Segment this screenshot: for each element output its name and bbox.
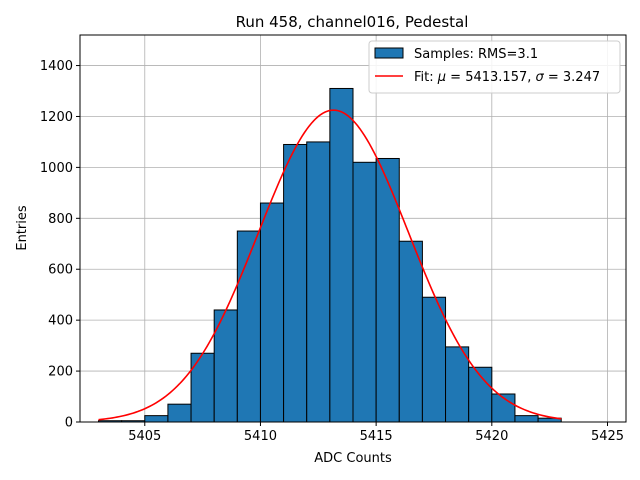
y-tick-label: 1000 <box>40 161 73 176</box>
histogram-bar <box>375 157 400 423</box>
histogram-bar <box>398 240 423 423</box>
histogram-bar <box>167 403 192 423</box>
plot-frame <box>79 34 627 423</box>
legend-fit-mu: = 5413.157, <box>446 70 535 85</box>
x-tick-label: 5405 <box>128 429 161 444</box>
histogram-bar <box>236 230 261 423</box>
y-axis-label: Entries <box>15 205 30 251</box>
histogram-bar <box>445 346 470 423</box>
gaussian-fit-curve <box>98 109 562 421</box>
histogram-bar <box>421 296 447 423</box>
histogram-bar <box>514 415 539 423</box>
y-tick-label: 0 <box>65 416 73 431</box>
legend-fit-label: Fit: μ = 5413.157, σ = 3.247 <box>414 70 600 85</box>
y-tick-label: 200 <box>48 365 73 380</box>
legend-fit-prefix: Fit: <box>414 70 438 85</box>
y-tick-label: 1200 <box>40 110 73 125</box>
y-tick-label: 600 <box>48 263 73 278</box>
histogram-bar <box>329 87 354 423</box>
legend-samples-swatch <box>374 47 404 59</box>
legend-fit-sigma: = 3.247 <box>544 70 600 85</box>
legend-box <box>368 40 621 94</box>
fit-layer <box>98 109 562 421</box>
x-tick-label: 5420 <box>475 429 508 444</box>
histogram-bar <box>190 352 215 423</box>
chart-title: Run 458, channel016, Pedestal <box>236 13 469 31</box>
y-tick-label: 1400 <box>40 59 73 74</box>
legend-samples-label: Samples: RMS=3.1 <box>414 47 538 62</box>
histogram-bar <box>144 415 169 423</box>
legend: Samples: RMS=3.1 Fit: μ = 5413.157, σ = … <box>368 40 621 94</box>
legend-mu-symbol: μ <box>437 70 446 85</box>
y-tick-label: 400 <box>48 314 73 329</box>
x-axis-label: ADC Counts <box>314 451 392 466</box>
legend-sigma-symbol: σ <box>536 70 545 85</box>
x-tick-label: 5415 <box>360 429 393 444</box>
x-tick-label: 5425 <box>591 429 624 444</box>
histogram-bar <box>283 143 308 423</box>
histogram-bar <box>306 141 331 423</box>
ticks-layer: 5405 5410 5415 5420 5425 0 200 400 600 800 1000 120… <box>40 59 624 444</box>
x-tick-label: 5410 <box>244 429 277 444</box>
histogram-bar <box>259 202 285 423</box>
y-tick-label: 800 <box>48 212 73 227</box>
histogram-bar <box>352 161 377 423</box>
